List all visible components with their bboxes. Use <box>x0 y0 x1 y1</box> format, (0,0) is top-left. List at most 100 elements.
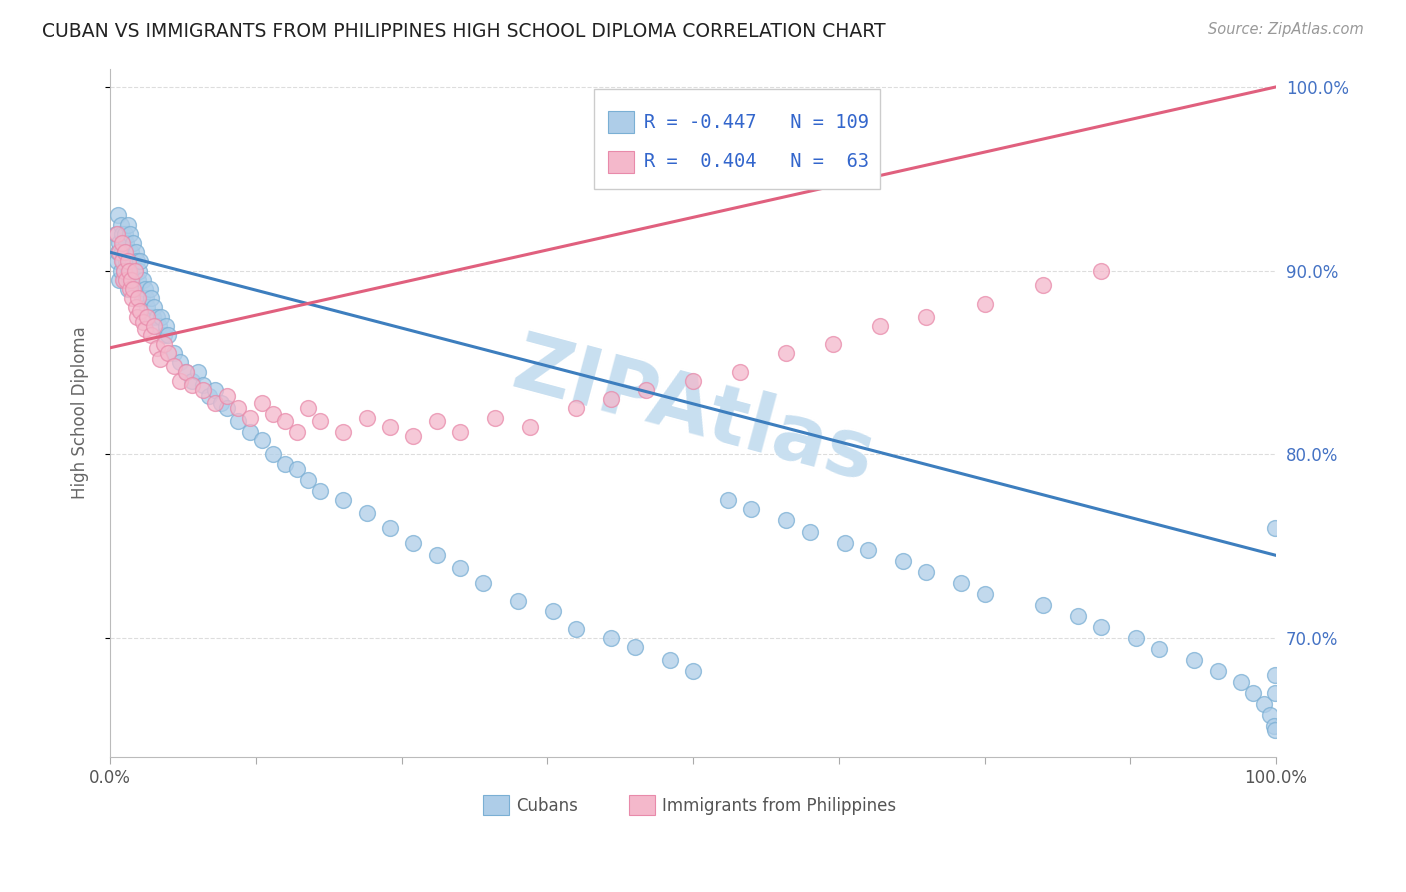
Point <box>449 561 471 575</box>
Point <box>228 414 250 428</box>
Point <box>1067 609 1090 624</box>
Point <box>600 631 623 645</box>
Point <box>1241 686 1264 700</box>
Point <box>1032 598 1054 612</box>
Point <box>105 227 128 241</box>
Point <box>198 388 221 402</box>
Point <box>138 282 160 296</box>
Point <box>117 282 139 296</box>
Point <box>1149 642 1171 657</box>
Point <box>118 282 141 296</box>
Point <box>148 318 170 333</box>
Text: Source: ZipAtlas.com: Source: ZipAtlas.com <box>1208 22 1364 37</box>
Point <box>186 365 208 379</box>
Point <box>856 542 879 557</box>
Point <box>239 410 262 425</box>
Point <box>118 254 141 268</box>
Point <box>114 245 136 260</box>
Point <box>111 235 134 250</box>
Point <box>127 273 149 287</box>
Point <box>152 337 174 351</box>
Point <box>1125 631 1147 645</box>
Point <box>915 565 938 579</box>
Point <box>142 310 165 324</box>
Bar <box>607 151 634 172</box>
Point <box>1264 723 1286 737</box>
Bar <box>484 796 509 814</box>
Point <box>127 291 149 305</box>
Point <box>1032 278 1054 293</box>
Point <box>250 396 273 410</box>
Point <box>636 383 658 397</box>
Point <box>112 263 135 277</box>
Point <box>775 346 797 360</box>
Point <box>132 315 155 329</box>
Point <box>120 263 142 277</box>
Point <box>658 653 681 667</box>
Point <box>1264 686 1286 700</box>
Point <box>425 549 447 563</box>
Point <box>1206 664 1229 678</box>
Point <box>285 462 308 476</box>
Point <box>274 414 297 428</box>
Point <box>143 301 166 315</box>
Point <box>115 273 138 287</box>
Point <box>107 209 129 223</box>
Point <box>180 377 202 392</box>
Point <box>118 273 141 287</box>
Point <box>114 245 136 260</box>
Point <box>449 425 471 440</box>
Bar <box>607 112 634 133</box>
Point <box>356 506 378 520</box>
Point <box>117 254 139 268</box>
Point <box>472 576 495 591</box>
Point <box>775 513 797 527</box>
Point <box>111 245 134 260</box>
Point <box>169 355 191 369</box>
Point <box>112 273 135 287</box>
Point <box>834 535 856 549</box>
Point <box>157 346 180 360</box>
Point <box>209 396 232 410</box>
Point <box>135 291 157 305</box>
Point <box>239 425 262 440</box>
Point <box>110 263 132 277</box>
Point <box>600 392 623 407</box>
Point <box>107 245 129 260</box>
Point <box>134 282 156 296</box>
Point <box>332 425 354 440</box>
Point <box>891 554 914 568</box>
Text: R =  0.404   N =  63: R = 0.404 N = 63 <box>644 152 869 171</box>
Point <box>117 263 139 277</box>
Point <box>129 254 152 268</box>
Point <box>1230 675 1253 690</box>
Point <box>565 401 588 416</box>
Point <box>120 273 142 287</box>
FancyBboxPatch shape <box>593 89 880 189</box>
Point <box>682 664 704 678</box>
Point <box>204 383 226 397</box>
Text: Cubans: Cubans <box>516 797 578 814</box>
Point <box>169 374 191 388</box>
Point <box>118 227 141 241</box>
Text: R = -0.447   N = 109: R = -0.447 N = 109 <box>644 112 869 132</box>
Point <box>262 407 284 421</box>
Point <box>117 218 139 232</box>
Point <box>111 227 134 241</box>
Text: ZIPAtlas: ZIPAtlas <box>503 327 882 499</box>
Point <box>508 594 530 608</box>
Point <box>1184 653 1206 667</box>
Point <box>204 396 226 410</box>
Point <box>155 318 177 333</box>
Point <box>174 365 197 379</box>
Point <box>121 273 143 287</box>
Point <box>1090 263 1112 277</box>
Point <box>111 235 134 250</box>
Point <box>973 296 995 310</box>
Point <box>128 263 150 277</box>
Point <box>125 245 148 260</box>
Point <box>297 473 319 487</box>
Point <box>332 493 354 508</box>
Point <box>163 346 186 360</box>
Point <box>108 273 131 287</box>
